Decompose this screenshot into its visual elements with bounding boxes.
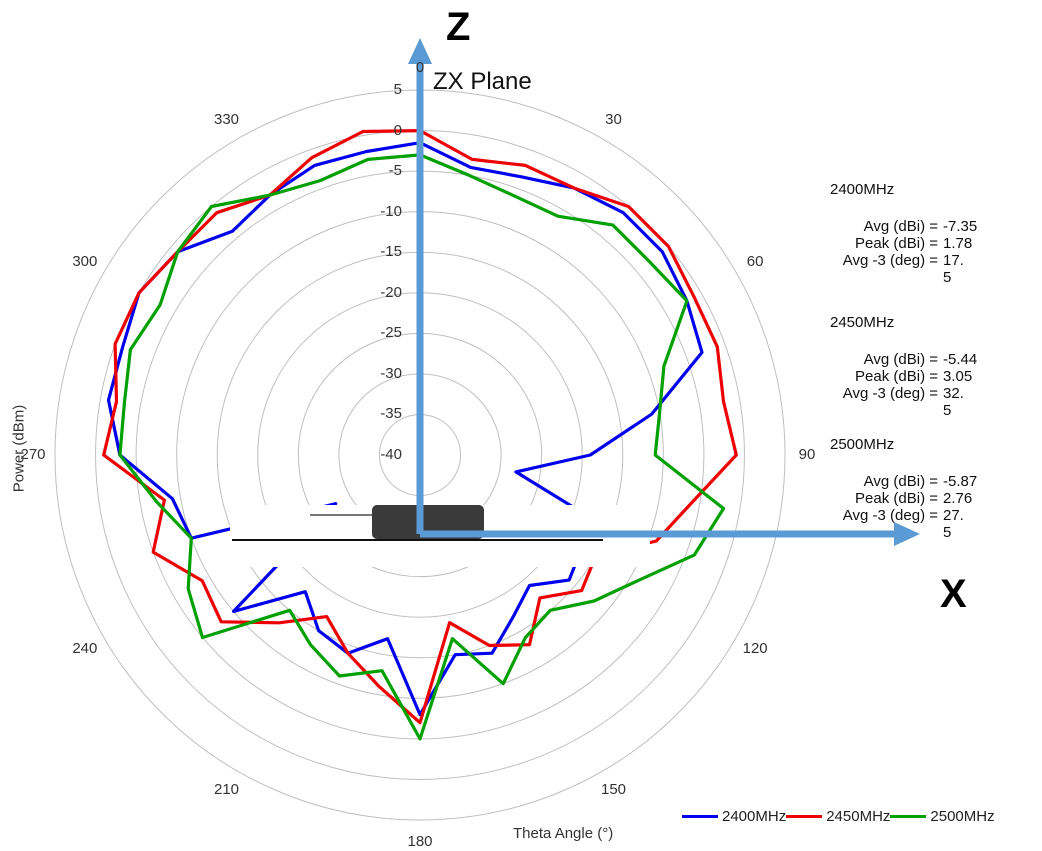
stats-label: Avg (dBi) =	[863, 218, 938, 235]
legend-swatch	[890, 815, 927, 818]
angle-tick-label: 330	[213, 110, 240, 128]
angular-axis-label: Theta Angle (°)	[513, 825, 614, 842]
stats-value: -5.44	[943, 351, 978, 368]
legend: 2400MHz 2450MHz 2500MHz	[682, 808, 995, 825]
stats-header: 2450MHz	[830, 314, 895, 331]
angle-tick-label: 240	[72, 639, 98, 657]
stats-label: Peak (dBi) =	[855, 368, 938, 385]
angle-tick-label: 210	[213, 781, 240, 799]
angle-tick-label: 90	[798, 446, 816, 463]
stats-value: 32. 5	[943, 385, 964, 419]
radial-tick-label: 5	[393, 81, 402, 98]
stats-value: 27. 5	[943, 507, 964, 541]
angle-tick-label: 180	[407, 833, 433, 850]
radial-tick-label: -25	[380, 324, 402, 342]
stats-value: -5.87	[943, 473, 978, 490]
stats-label: Avg (dBi) =	[863, 351, 938, 368]
radial-tick-label: -15	[380, 243, 402, 261]
radial-tick-label: -5	[388, 162, 402, 180]
chart-title: ZX Plane	[433, 68, 532, 95]
angle-tick-label: 0	[415, 59, 425, 76]
stats-value: 3.05	[943, 368, 973, 385]
legend-item: 2500MHz	[890, 808, 995, 825]
angle-tick-label: 60	[746, 252, 764, 270]
radial-tick-label: -30	[380, 364, 402, 382]
radial-tick-label: 0	[393, 121, 402, 139]
stats-value: 17. 5	[943, 252, 964, 286]
z-axis-label: Z	[446, 5, 471, 49]
legend-item: 2450MHz	[786, 808, 890, 825]
stats-label: Avg -3 (deg) =	[842, 507, 938, 524]
stats-label: Peak (dBi) =	[855, 235, 938, 252]
legend-label: 2500MHz	[930, 808, 995, 825]
angle-tick-label: 120	[742, 639, 768, 657]
stats-header: 2500MHz	[830, 436, 895, 453]
stats-label: Avg -3 (deg) =	[842, 252, 938, 269]
x-arrow-head	[894, 522, 920, 546]
legend-item: 2400MHz	[682, 808, 786, 825]
stats-header: 2400MHz	[830, 181, 895, 198]
legend-swatch	[682, 815, 718, 818]
radial-tick-label: -40	[380, 446, 402, 463]
angle-tick-label: 30	[605, 110, 622, 128]
radial-tick-label: -35	[380, 405, 402, 423]
legend-label: 2450MHz	[826, 808, 891, 825]
stats-value: 2.76	[943, 490, 973, 507]
angle-tick-label: 150	[600, 781, 627, 799]
radial-tick-label: -20	[380, 283, 402, 301]
series-line	[102, 129, 738, 725]
stats-label: Peak (dBi) =	[855, 490, 938, 507]
angle-tick-label: 300	[72, 252, 98, 270]
stats-label: Avg (dBi) =	[863, 473, 938, 490]
radial-tick-label: -10	[380, 202, 402, 220]
x-axis-label: X	[940, 572, 967, 616]
legend-label: 2400MHz	[722, 808, 787, 825]
stats-label: Avg -3 (deg) =	[842, 385, 938, 402]
angle-tick-label: 270	[20, 446, 46, 463]
series-line	[118, 153, 726, 741]
axis-arrows	[408, 38, 920, 546]
stats-value: -7.35	[943, 218, 978, 235]
z-arrow-head	[408, 38, 432, 64]
series-lines	[102, 129, 738, 741]
stats-value: 1.78	[943, 235, 973, 252]
legend-swatch	[786, 815, 823, 818]
